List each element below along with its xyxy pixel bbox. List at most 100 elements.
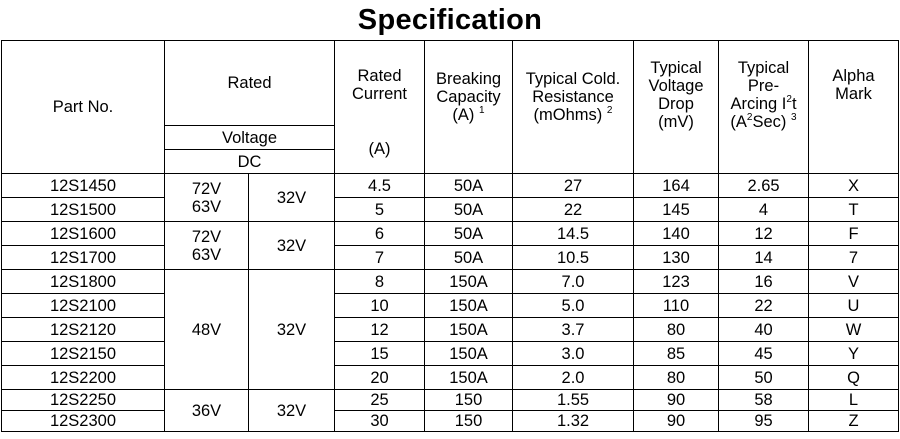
voltage-drop: 123 [634,270,719,294]
alpha-mark: X [809,174,899,198]
alpha-mark: T [809,198,899,222]
header-i2t-unit: (A [730,113,747,131]
alpha-mark: Q [809,366,899,390]
part-number: 12S2250 [2,390,165,411]
table-row: 12S1450 72V 63V 32V 4.5 50A 27 164 2.65 … [2,174,899,198]
pre-arcing-i2t: 2.65 [719,174,809,198]
table-row: 12S1500 5 50A 22 145 4 T [2,198,899,222]
part-number: 12S2200 [2,366,165,390]
header-rated-current-unit-label: (A) [369,140,391,158]
voltage-drop: 90 [634,411,719,432]
table-row: 12S2200 20 150A 2.0 80 50 Q [2,366,899,390]
cold-resistance: 5.0 [513,294,634,318]
pre-arcing-i2t: 4 [719,198,809,222]
alpha-mark: Y [809,342,899,366]
footnote-3: 3 [791,112,797,123]
table-row: 12S2100 10 150A 5.0 110 22 U [2,294,899,318]
voltage-rating: 36V [165,390,249,432]
pre-arcing-i2t: 12 [719,222,809,246]
header-i2t-sup: 2 [786,94,792,105]
header-rated-current-label: Rated Current [352,67,407,103]
table-row: 12S2250 36V 32V 25 150 1.55 90 58 L [2,390,899,411]
header-i2t-unit-sup: 2 [747,112,753,123]
alpha-mark: W [809,318,899,342]
cold-resistance: 2.0 [513,366,634,390]
voltage-dc: 32V [249,390,335,432]
table-row: 12S1700 7 50A 10.5 130 14 7 [2,246,899,270]
header-i2t-label-end: t [792,95,797,113]
pre-arcing-i2t: 16 [719,270,809,294]
rated-current: 30 [335,411,425,432]
header-alpha-mark-label: Alpha Mark [832,67,874,103]
header-voltage-drop-label: Typical Voltage Drop (mV) [648,59,703,131]
pre-arcing-i2t: 95 [719,411,809,432]
table-row: 12S1800 48V 32V 8 150A 7.0 123 16 V [2,270,899,294]
voltage-drop: 140 [634,222,719,246]
breaking-capacity: 50A [425,174,513,198]
cold-resistance: 27 [513,174,634,198]
pre-arcing-i2t: 40 [719,318,809,342]
alpha-mark: Z [809,411,899,432]
rated-current: 8 [335,270,425,294]
alpha-mark: 7 [809,246,899,270]
voltage-drop: 90 [634,390,719,411]
header-dc: DC [165,150,335,174]
alpha-mark: U [809,294,899,318]
voltage-drop: 110 [634,294,719,318]
header-cold-resistance-unit: (mOhms) [534,106,603,124]
part-number: 12S2300 [2,411,165,432]
header-breaking-capacity: Breaking Capacity (A) 1 [425,41,513,174]
voltage-rating: 72V 63V [165,222,249,270]
cold-resistance: 3.0 [513,342,634,366]
part-number: 12S2150 [2,342,165,366]
voltage-dc: 32V [249,222,335,270]
header-voltage-label: Voltage [222,129,277,147]
voltage-drop: 164 [634,174,719,198]
header-row-1: Part No. Rated Rated Current Breaking Ca… [2,41,899,126]
alpha-mark: F [809,222,899,246]
breaking-capacity: 50A [425,222,513,246]
header-voltage: Voltage [165,126,335,150]
cold-resistance: 14.5 [513,222,634,246]
breaking-capacity: 50A [425,198,513,222]
voltage-rating: 72V 63V [165,174,249,222]
voltage-drop: 80 [634,366,719,390]
header-part-no: Part No. [2,41,165,174]
header-i2t-unit-end: Sec) [752,113,786,131]
part-number: 12S1450 [2,174,165,198]
rated-current: 5 [335,198,425,222]
spec-table: Part No. Rated Rated Current Breaking Ca… [1,40,899,432]
cold-resistance: 1.32 [513,411,634,432]
part-number: 12S2120 [2,318,165,342]
voltage-drop: 145 [634,198,719,222]
part-number: 12S1700 [2,246,165,270]
part-number: 12S1800 [2,270,165,294]
part-number: 12S1500 [2,198,165,222]
cold-resistance: 10.5 [513,246,634,270]
header-rated: Rated [165,41,335,126]
header-voltage-drop: Typical Voltage Drop (mV) [634,41,719,174]
rated-current: 10 [335,294,425,318]
footnote-1: 1 [479,105,485,116]
header-i2t: Typical Pre- Arcing I2t (A2Sec) 3 [719,41,809,174]
table-row: 12S2300 30 150 1.32 90 95 Z [2,411,899,432]
breaking-capacity: 150A [425,366,513,390]
voltage-drop: 80 [634,318,719,342]
header-cold-resistance-label: Typical Cold. Resistance [526,70,620,106]
cold-resistance: 1.55 [513,390,634,411]
voltage-drop: 85 [634,342,719,366]
breaking-capacity: 50A [425,246,513,270]
voltage-dc: 32V [249,270,335,390]
part-number: 12S1600 [2,222,165,246]
pre-arcing-i2t: 14 [719,246,809,270]
pre-arcing-i2t: 22 [719,294,809,318]
alpha-mark: V [809,270,899,294]
voltage-rating: 48V [165,270,249,390]
footnote-2: 2 [607,105,613,116]
rated-current: 15 [335,342,425,366]
alpha-mark: L [809,390,899,411]
rated-current: 20 [335,366,425,390]
cold-resistance: 22 [513,198,634,222]
voltage-dc: 32V [249,174,335,222]
